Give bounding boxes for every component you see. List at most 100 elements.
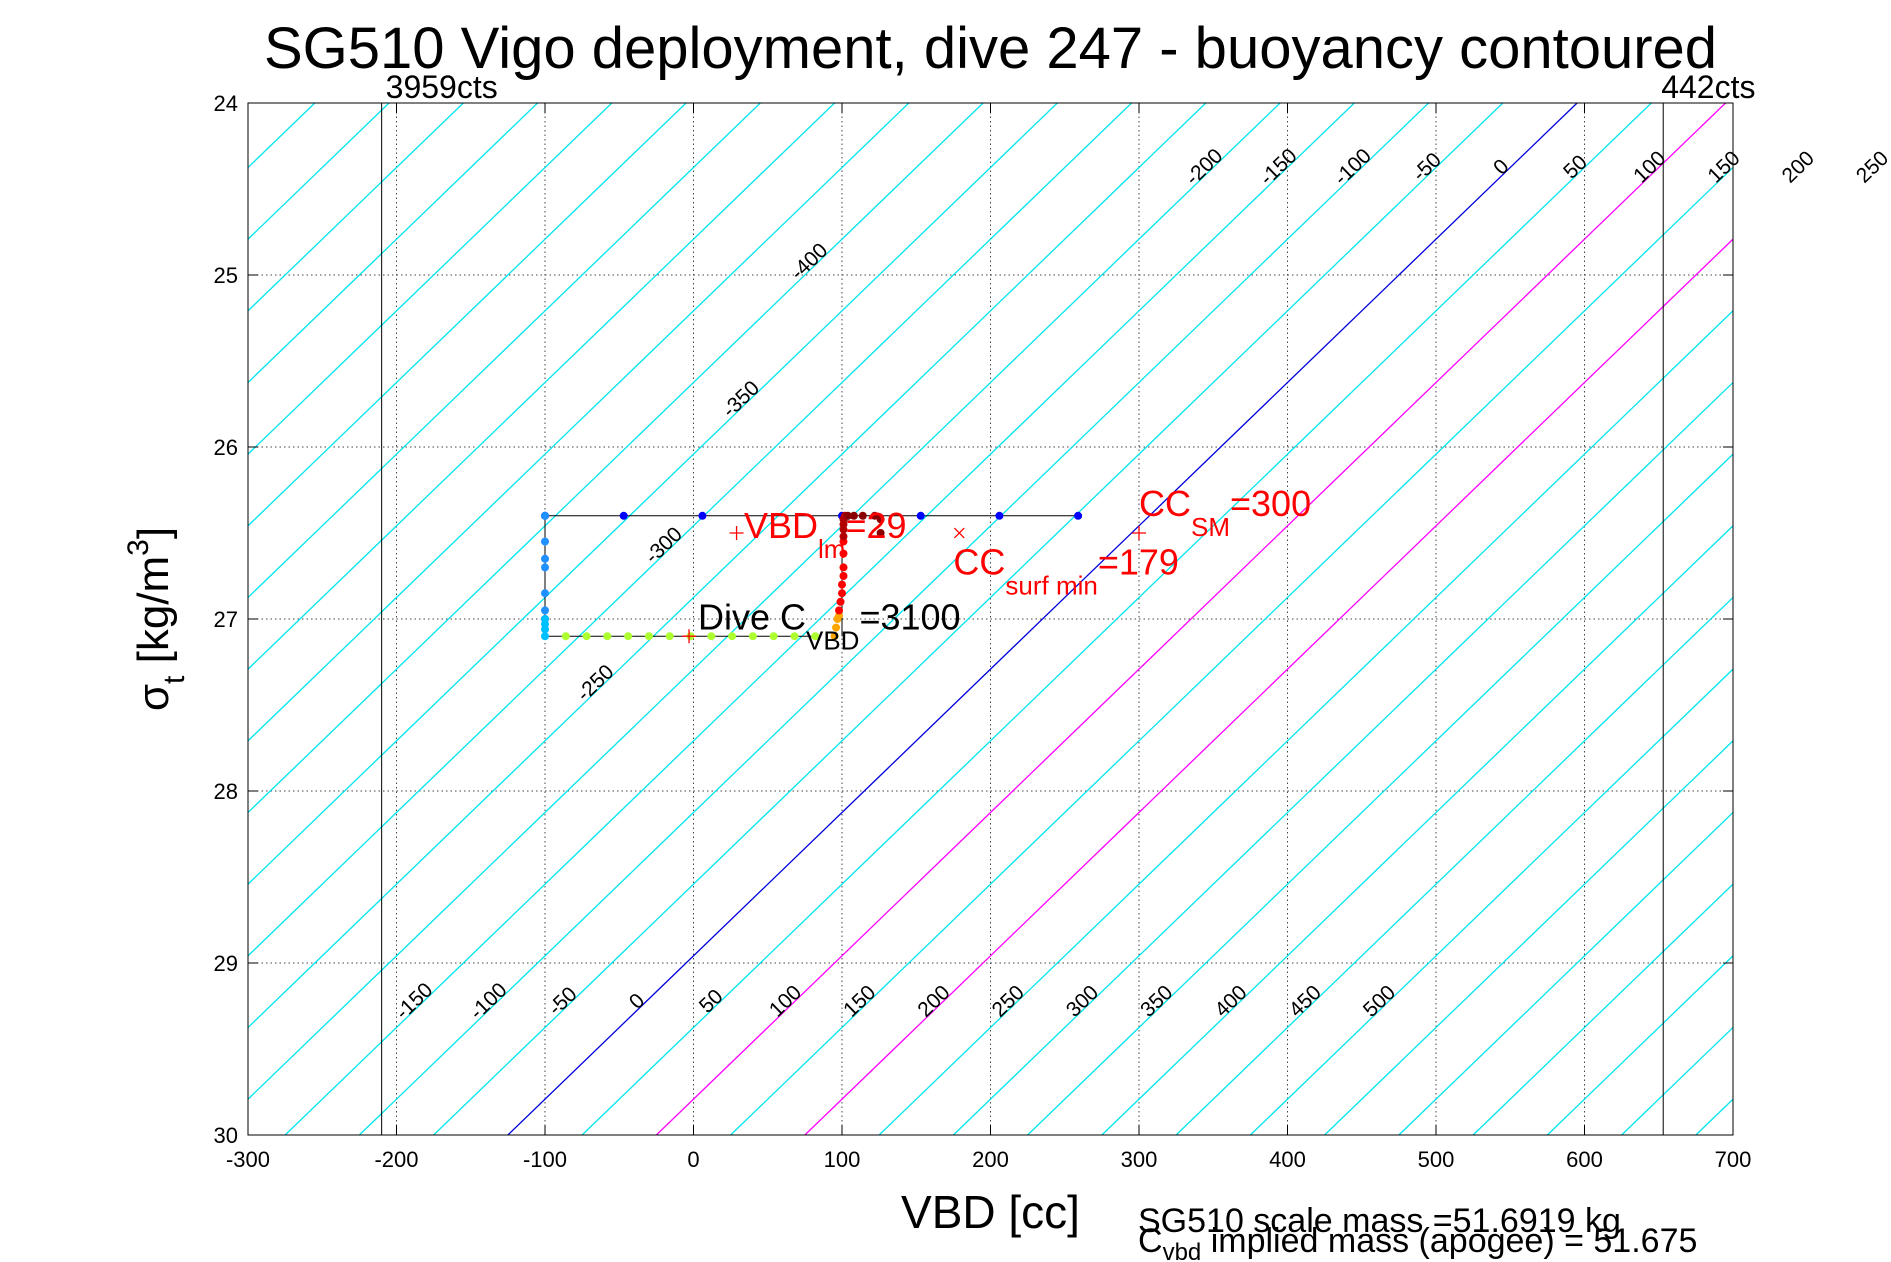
data-point: [541, 625, 549, 634]
contour-line: [730, 166, 1733, 1135]
contour-line: [358, 103, 1430, 1135]
x-tick-label: 700: [1715, 1147, 1752, 1172]
x-tick-label: -200: [374, 1147, 418, 1172]
implied-mass-prefix: C: [1138, 1222, 1163, 1260]
data-point: [835, 606, 844, 615]
contour-line: [248, 103, 1207, 1029]
data-point: [619, 511, 628, 520]
contour-label: -150: [1255, 144, 1301, 190]
annotation: Dive CVBD=3100: [698, 596, 961, 655]
data-point: [707, 632, 716, 641]
data-point: [832, 623, 841, 632]
y-axis-label: σt [kg/m3]: [122, 527, 191, 711]
y-axis-label-part: [kg/m: [129, 556, 178, 676]
contour-label: 150: [839, 981, 880, 1022]
data-point: [541, 632, 549, 641]
contour-label: 50: [695, 985, 728, 1018]
implied-mass-text: implied mass (apogee) = 51.675: [1201, 1222, 1697, 1260]
y-tick-label: 26: [214, 435, 238, 460]
data-point: [698, 511, 707, 520]
data-point: [644, 632, 653, 641]
contour-label: 200: [913, 981, 954, 1022]
contour-line: [248, 103, 910, 742]
plus-marker: [682, 629, 697, 644]
data-point: [838, 580, 846, 589]
contour-label: -200: [1181, 144, 1227, 190]
chart-title: SG510 Vigo deployment, dive 247 - buoyan…: [264, 16, 1717, 81]
annotation-main: Dive C: [698, 596, 806, 637]
plus-marker: [1132, 526, 1146, 540]
data-point: [916, 511, 925, 520]
data-point: [665, 632, 674, 641]
y-tick-label: 25: [214, 263, 238, 288]
contour-label: 100: [765, 981, 806, 1022]
contour-label: 500: [1359, 981, 1400, 1022]
y-axis-label-part: ]: [129, 527, 178, 539]
contour-line: [1472, 883, 1733, 1135]
data-point: [541, 554, 549, 563]
annotation-value: =179: [1098, 541, 1179, 582]
data-point: [769, 632, 778, 641]
contour-line: [248, 103, 464, 312]
contour-label: -100: [465, 978, 511, 1024]
contour-line: [1175, 596, 1733, 1135]
contour-label: 300: [1062, 981, 1103, 1022]
contour-label: 350: [1136, 981, 1177, 1022]
contour-line: [433, 103, 1504, 1135]
contour-line: [248, 103, 984, 814]
annotation-main: CC: [1139, 483, 1191, 524]
data-point: [838, 589, 846, 598]
y-tick-label: 27: [214, 607, 238, 632]
annotation-subscript: SM: [1191, 512, 1230, 542]
contour-line: [1398, 811, 1733, 1135]
data-point: [541, 606, 549, 615]
data-point: [1074, 511, 1083, 520]
y-tick-label: 28: [214, 779, 238, 804]
contour-line: [0, 103, 241, 1135]
cross-marker: [953, 527, 965, 539]
data-point: [830, 632, 839, 641]
annotation-main: CC: [953, 541, 1005, 582]
x-tick-label: -300: [226, 1147, 270, 1172]
y-tick-label: 24: [214, 91, 238, 116]
data-point: [748, 632, 757, 641]
contour-line: [248, 103, 836, 671]
contour-label: 200: [1778, 147, 1819, 188]
data-point: [876, 515, 885, 524]
data-point: [624, 632, 633, 641]
data-point: [541, 511, 549, 520]
annotation-main: VBD: [744, 505, 818, 546]
contour-labels: -400-350-300-250-200 -150 -100 -50 0 50 100 150…: [391, 144, 1891, 1024]
x-tick-label: 0: [687, 1147, 699, 1172]
contour-line: [284, 103, 1355, 1135]
contour-line: [1027, 453, 1733, 1135]
contour-line: [804, 238, 1733, 1135]
grid: [248, 103, 1733, 1135]
data-point: [858, 511, 867, 520]
annotation-value: =3100: [859, 596, 960, 637]
contour-label: 250: [988, 981, 1029, 1022]
contour-line: [507, 103, 1578, 1135]
contour-line: [248, 103, 539, 384]
contour-label: -300: [641, 523, 687, 569]
contour-line: [248, 103, 687, 527]
data-point: [870, 511, 879, 520]
contour-line: [655, 103, 1727, 1135]
contour-label: 400: [1210, 981, 1251, 1022]
x-tick-label: 100: [824, 1147, 861, 1172]
data-point: [839, 572, 848, 580]
count-limit-lines: 3959cts 442cts: [381, 69, 1755, 1135]
implied-mass-subscript: vbd: [1163, 1239, 1202, 1262]
markers: [682, 526, 1146, 644]
y-tick-label: 29: [214, 951, 238, 976]
contour-line: [581, 103, 1652, 1135]
x-tick-label: -100: [523, 1147, 567, 1172]
contour-line: [1844, 103, 1891, 1135]
contour-line: [248, 103, 1281, 1101]
contour-label: -400: [786, 239, 832, 285]
data-point: [790, 632, 799, 641]
x-tick-label: 300: [1121, 1147, 1158, 1172]
